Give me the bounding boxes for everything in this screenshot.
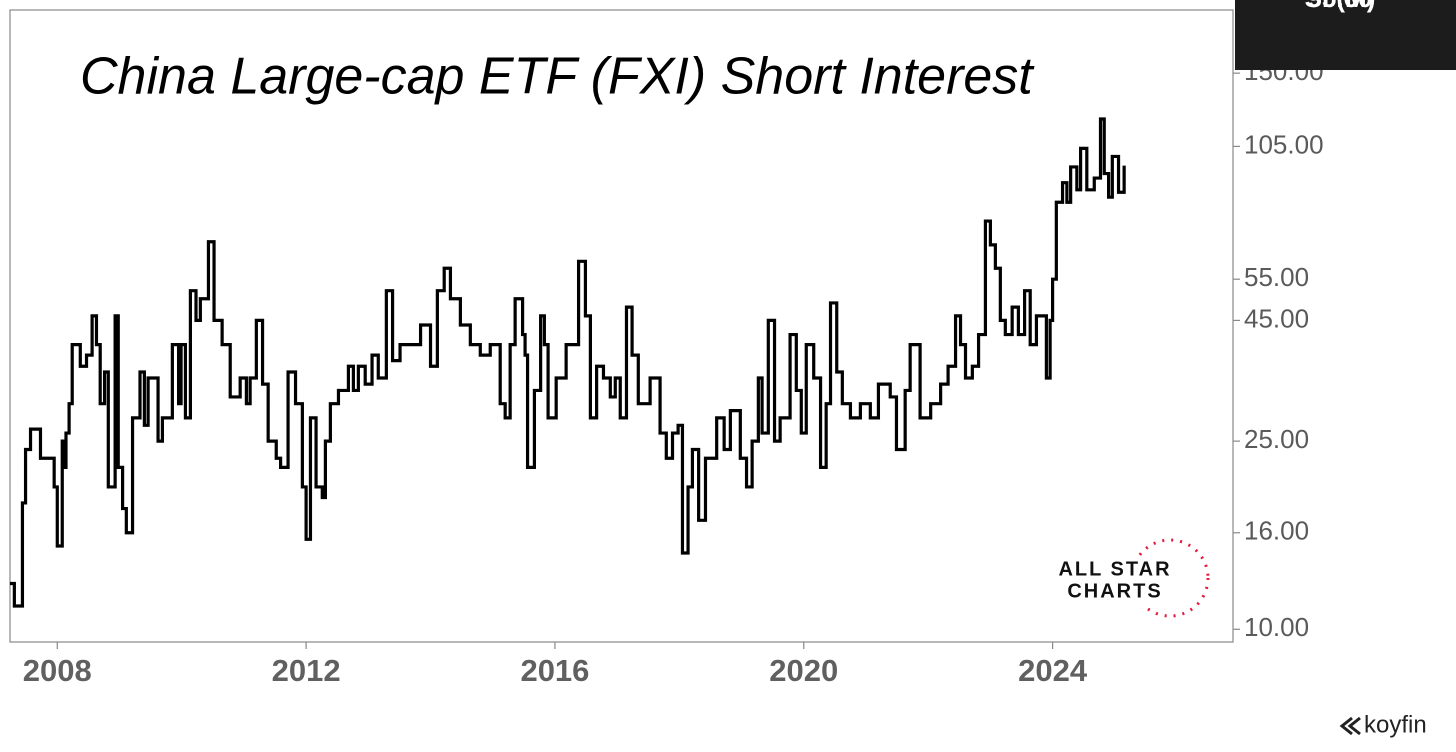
logo-text: CHARTS <box>1067 580 1162 602</box>
x-tick-label: 2008 <box>23 653 92 688</box>
last-value-box <box>1235 0 1456 70</box>
chart-title: China Large-cap ETF (FXI) Short Interest <box>80 48 1035 106</box>
y-tick-label: 25.00 <box>1244 424 1309 454</box>
y-tick-label: 45.00 <box>1244 303 1309 333</box>
x-tick-label: 2016 <box>520 653 589 688</box>
allstar-logo: ALL STAR CHARTS <box>1040 538 1210 618</box>
y-tick-label: 105.00 <box>1244 129 1324 159</box>
logo-stars <box>1130 538 1210 618</box>
koyfin-logo: koyfin <box>1339 711 1427 738</box>
x-tick-label: 2012 <box>272 653 341 688</box>
last-value-label: 95.60 <box>1307 0 1372 13</box>
koyfin-icon <box>1339 716 1361 736</box>
y-tick-label: 55.00 <box>1244 262 1309 292</box>
series-layer <box>10 117 1126 608</box>
y-tick-label: 16.00 <box>1244 516 1309 546</box>
y-tick-label: 10.00 <box>1244 612 1309 642</box>
x-tick-label: 2024 <box>1018 653 1088 688</box>
line-series <box>10 117 1126 608</box>
koyfin-text: koyfin <box>1364 711 1427 738</box>
logo-backing <box>1040 556 1180 606</box>
last-value-name: SI (M) <box>1305 0 1376 13</box>
logo-text: ALL STAR <box>1058 558 1171 580</box>
x-tick-label: 2020 <box>769 653 838 688</box>
